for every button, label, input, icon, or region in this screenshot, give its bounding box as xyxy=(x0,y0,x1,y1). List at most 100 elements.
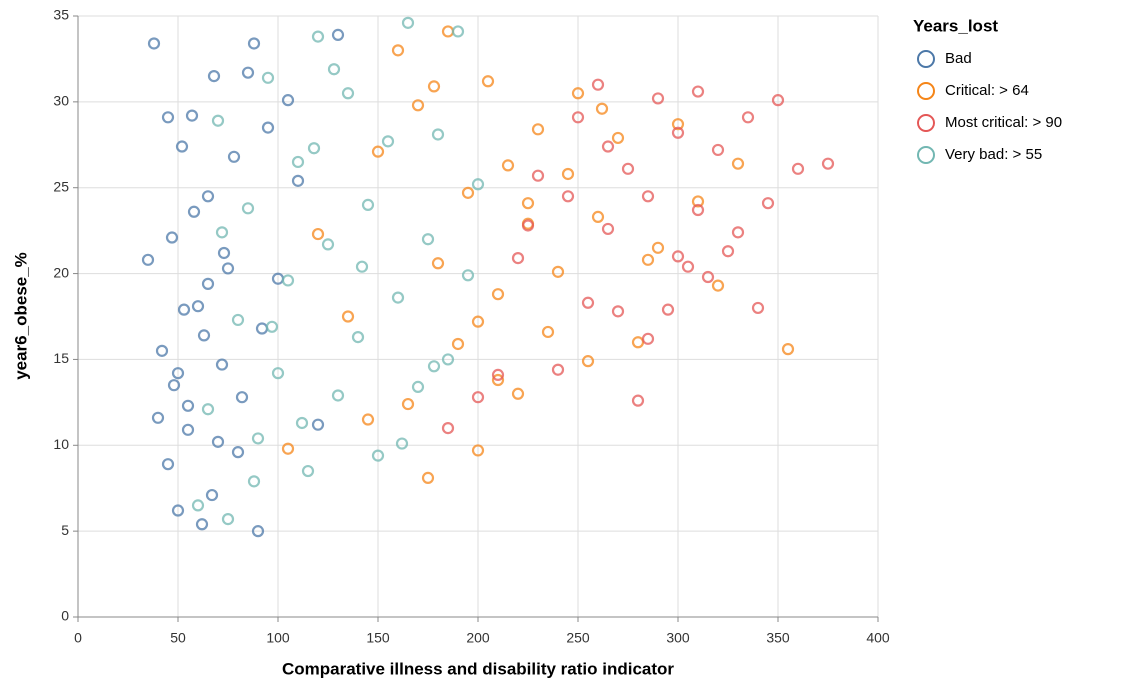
point xyxy=(261,71,275,84)
point xyxy=(431,128,445,141)
point xyxy=(341,310,355,323)
point xyxy=(591,78,605,91)
point xyxy=(641,253,655,266)
point xyxy=(241,66,255,79)
point xyxy=(461,269,475,282)
point xyxy=(471,315,485,328)
point xyxy=(311,227,325,241)
point xyxy=(427,80,441,93)
point xyxy=(731,157,745,170)
y-tick-label: 15 xyxy=(53,350,69,366)
point xyxy=(651,92,665,105)
legend-label: Most critical: > 90 xyxy=(945,114,1062,131)
point xyxy=(241,202,255,215)
point xyxy=(511,387,525,400)
point xyxy=(171,367,185,380)
point xyxy=(175,140,189,153)
point xyxy=(311,418,325,431)
point xyxy=(141,253,155,266)
point xyxy=(571,111,585,124)
point xyxy=(341,87,355,100)
point xyxy=(641,332,655,345)
point xyxy=(561,167,575,181)
point xyxy=(201,190,215,203)
point xyxy=(215,226,229,239)
point xyxy=(395,437,409,450)
point xyxy=(351,331,365,344)
point xyxy=(221,262,235,275)
point xyxy=(251,432,265,445)
point xyxy=(161,111,175,124)
point xyxy=(207,69,221,83)
point xyxy=(671,118,685,131)
point xyxy=(401,397,415,411)
point xyxy=(147,37,161,50)
point xyxy=(601,140,615,153)
point xyxy=(471,391,485,404)
point xyxy=(217,246,231,260)
point xyxy=(491,368,505,381)
point xyxy=(595,102,609,115)
x-tick-label: 150 xyxy=(366,630,390,646)
point xyxy=(391,291,405,304)
point xyxy=(155,344,169,357)
point xyxy=(661,303,675,316)
point xyxy=(611,305,625,318)
legend-swatch xyxy=(917,82,935,100)
point xyxy=(671,126,685,139)
point xyxy=(191,499,205,512)
point xyxy=(251,525,265,538)
point xyxy=(171,504,185,517)
y-tick-label: 30 xyxy=(53,93,69,109)
point xyxy=(371,449,385,462)
point xyxy=(621,162,635,175)
plot-area xyxy=(141,16,835,538)
x-tick-label: 300 xyxy=(666,630,690,646)
point xyxy=(201,277,215,290)
x-axis-title: Comparative illness and disability ratio… xyxy=(282,659,674,678)
point xyxy=(631,336,645,349)
point xyxy=(671,250,685,263)
point xyxy=(581,296,595,309)
point xyxy=(731,226,745,239)
point xyxy=(451,337,465,351)
point xyxy=(247,37,261,50)
point xyxy=(291,174,305,187)
point xyxy=(247,475,261,488)
point xyxy=(301,464,315,478)
point xyxy=(255,322,269,335)
point xyxy=(561,190,575,203)
point xyxy=(151,411,165,424)
legend-label: Very bad: > 55 xyxy=(945,146,1042,163)
point xyxy=(265,320,279,333)
point xyxy=(411,99,425,112)
point xyxy=(441,25,455,38)
point xyxy=(231,313,245,327)
point xyxy=(691,195,705,208)
point xyxy=(281,442,295,455)
point xyxy=(741,111,755,124)
point xyxy=(551,363,565,376)
point xyxy=(531,169,545,182)
y-tick-label: 0 xyxy=(61,608,69,624)
point xyxy=(195,518,209,531)
point xyxy=(721,245,735,258)
legend-swatch xyxy=(917,50,935,68)
point xyxy=(167,379,181,392)
point xyxy=(551,265,565,278)
point xyxy=(491,288,505,301)
point xyxy=(501,159,515,172)
legend-label: Bad xyxy=(945,50,972,67)
point xyxy=(221,513,235,526)
legend-label: Critical: > 64 xyxy=(945,82,1029,99)
point xyxy=(361,198,375,211)
point xyxy=(201,403,215,416)
x-tick-label: 50 xyxy=(170,630,186,646)
point xyxy=(231,446,245,459)
point xyxy=(421,233,435,246)
point xyxy=(751,301,765,315)
point xyxy=(361,413,375,426)
y-tick-label: 5 xyxy=(61,522,69,538)
point xyxy=(355,260,369,273)
